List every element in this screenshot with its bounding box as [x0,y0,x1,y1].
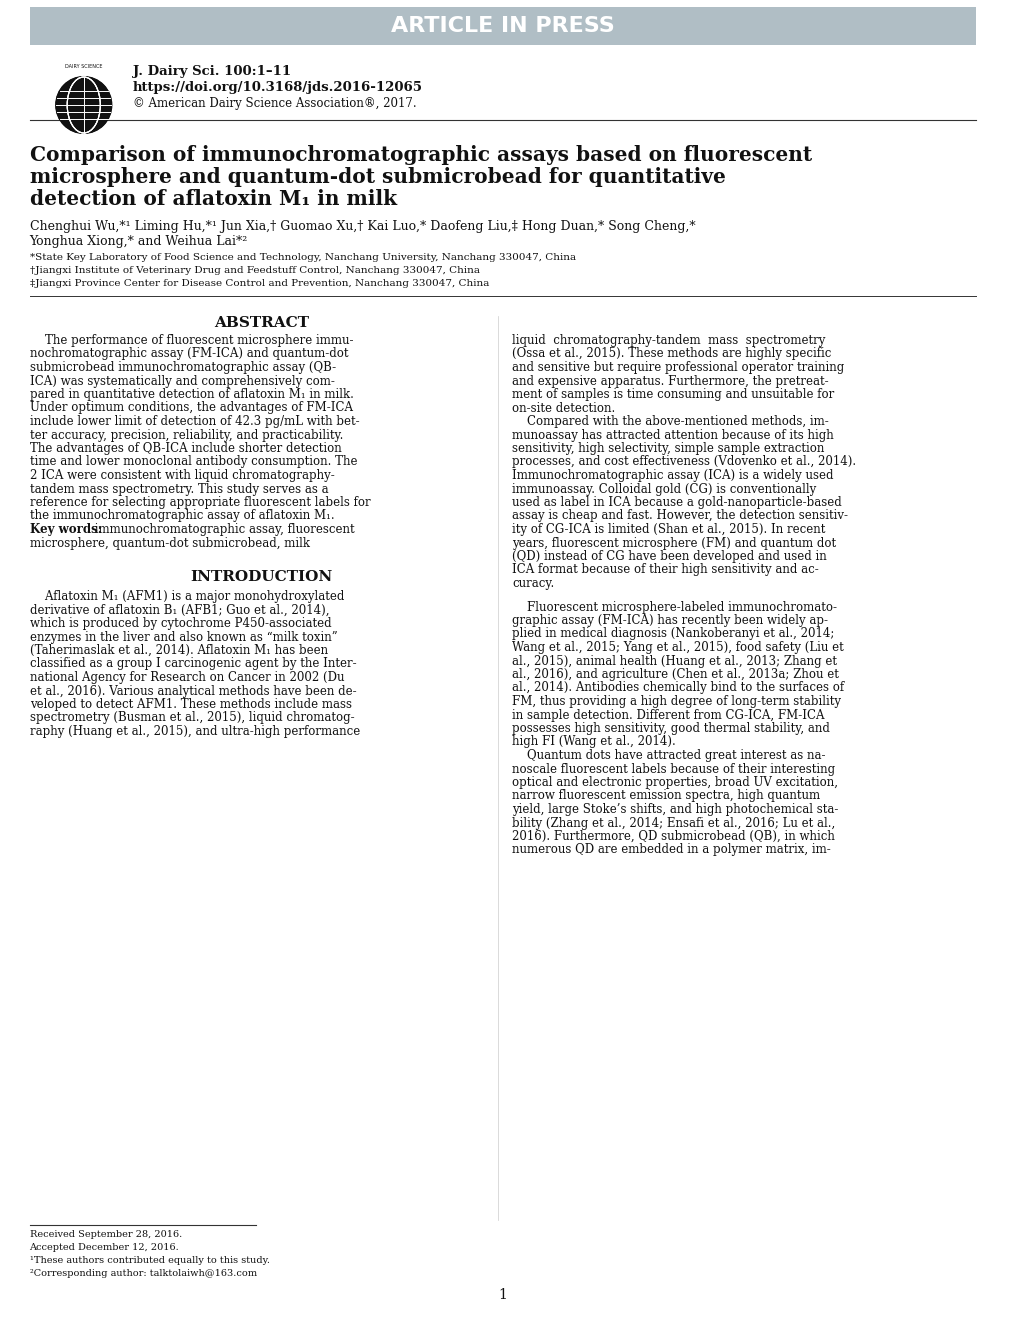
Text: derivative of aflatoxin B₁ (AFB1; Guo et al., 2014),: derivative of aflatoxin B₁ (AFB1; Guo et… [30,603,329,616]
Text: J. Dairy Sci. 100:1–11: J. Dairy Sci. 100:1–11 [132,66,290,78]
Text: optical and electronic properties, broad UV excitation,: optical and electronic properties, broad… [512,776,838,789]
Text: high FI (Wang et al., 2014).: high FI (Wang et al., 2014). [512,735,676,748]
Text: al., 2015), animal health (Huang et al., 2013; Zhang et: al., 2015), animal health (Huang et al.,… [512,655,837,668]
Text: numerous QD are embedded in a polymer matrix, im-: numerous QD are embedded in a polymer ma… [512,843,830,857]
Text: ICA) was systematically and comprehensively com-: ICA) was systematically and comprehensiv… [30,375,334,388]
Text: ARTICLE IN PRESS: ARTICLE IN PRESS [390,16,613,36]
Text: *State Key Laboratory of Food Science and Technology, Nanchang University, Nanch: *State Key Laboratory of Food Science an… [30,253,575,261]
Text: nochromatographic assay (FM-ICA) and quantum-dot: nochromatographic assay (FM-ICA) and qua… [30,347,347,360]
Text: plied in medical diagnosis (Nankoberanyi et al., 2014;: plied in medical diagnosis (Nankoberanyi… [512,627,834,640]
Text: INTRODUCTION: INTRODUCTION [190,570,332,583]
Circle shape [56,77,111,133]
Text: enzymes in the liver and also known as “milk toxin”: enzymes in the liver and also known as “… [30,631,337,644]
Text: submicrobead immunochromatographic assay (QB-: submicrobead immunochromatographic assay… [30,360,335,374]
Text: sensitivity, high selectivity, simple sample extraction: sensitivity, high selectivity, simple sa… [512,442,824,455]
Text: DAIRY SCIENCE: DAIRY SCIENCE [65,63,103,69]
Text: al., 2014). Antibodies chemically bind to the surfaces of: al., 2014). Antibodies chemically bind t… [512,681,844,694]
Text: Wang et al., 2015; Yang et al., 2015), food safety (Liu et: Wang et al., 2015; Yang et al., 2015), f… [512,642,844,653]
Text: classified as a group I carcinogenic agent by the Inter-: classified as a group I carcinogenic age… [30,657,356,671]
Text: yield, large Stoke’s shifts, and high photochemical sta-: yield, large Stoke’s shifts, and high ph… [512,803,838,816]
Bar [30,7,974,45]
Text: Comparison of immunochromatographic assays based on fluorescent: Comparison of immunochromatographic assa… [30,145,811,165]
Text: ICA format because of their high sensitivity and ac-: ICA format because of their high sensiti… [512,564,818,577]
Text: liquid  chromatography-tandem  mass  spectrometry: liquid chromatography-tandem mass spectr… [512,334,825,347]
Text: narrow fluorescent emission spectra, high quantum: narrow fluorescent emission spectra, hig… [512,789,819,803]
Text: immunoassay. Colloidal gold (CG) is conventionally: immunoassay. Colloidal gold (CG) is conv… [512,483,816,495]
Text: years, fluorescent microsphere (FM) and quantum dot: years, fluorescent microsphere (FM) and … [512,536,836,549]
Text: Chenghui Wu,*¹ Liming Hu,*¹ Jun Xia,† Guomao Xu,† Kai Luo,* Daofeng Liu,‡ Hong D: Chenghui Wu,*¹ Liming Hu,*¹ Jun Xia,† Gu… [30,220,695,234]
Text: 2016). Furthermore, QD submicrobead (QB), in which: 2016). Furthermore, QD submicrobead (QB)… [512,830,835,843]
Text: microsphere, quantum-dot submicrobead, milk: microsphere, quantum-dot submicrobead, m… [30,536,309,549]
Text: reference for selecting appropriate fluorescent labels for: reference for selecting appropriate fluo… [30,496,370,510]
Text: and sensitive but require professional operator training: and sensitive but require professional o… [512,360,844,374]
Text: Aflatoxin M₁ (AFM1) is a major monohydroxylated: Aflatoxin M₁ (AFM1) is a major monohydro… [30,590,343,603]
Text: ²Corresponding author: talktolaiwh@163.com: ²Corresponding author: talktolaiwh@163.c… [30,1269,257,1278]
Text: Yonghua Xiong,* and Weihua Lai*²: Yonghua Xiong,* and Weihua Lai*² [30,235,248,248]
Text: The performance of fluorescent microsphere immu-: The performance of fluorescent microsphe… [30,334,353,347]
Text: The advantages of QB-ICA include shorter detection: The advantages of QB-ICA include shorter… [30,442,341,455]
Text: Compared with the above-mentioned methods, im-: Compared with the above-mentioned method… [512,414,828,428]
Text: immunochromatographic assay, fluorescent: immunochromatographic assay, fluorescent [91,523,354,536]
Text: bility (Zhang et al., 2014; Ensafi et al., 2016; Lu et al.,: bility (Zhang et al., 2014; Ensafi et al… [512,817,835,829]
Text: © American Dairy Science Association®, 2017.: © American Dairy Science Association®, 2… [132,96,416,110]
Text: veloped to detect AFM1. These methods include mass: veloped to detect AFM1. These methods in… [30,698,352,711]
Text: ABSTRACT: ABSTRACT [213,315,309,330]
Text: 2 ICA were consistent with liquid chromatography-: 2 ICA were consistent with liquid chroma… [30,469,334,482]
Text: include lower limit of detection of 42.3 pg/mL with bet-: include lower limit of detection of 42.3… [30,414,359,428]
Text: graphic assay (FM-ICA) has recently been widely ap-: graphic assay (FM-ICA) has recently been… [512,614,827,627]
Text: (Taherimaslak et al., 2014). Aflatoxin M₁ has been: (Taherimaslak et al., 2014). Aflatoxin M… [30,644,327,657]
Text: spectrometry (Busman et al., 2015), liquid chromatog-: spectrometry (Busman et al., 2015), liqu… [30,711,354,725]
Text: ‡Jiangxi Province Center for Disease Control and Prevention, Nanchang 330047, Ch: ‡Jiangxi Province Center for Disease Con… [30,279,488,288]
Text: Under optimum conditions, the advantages of FM-ICA: Under optimum conditions, the advantages… [30,401,353,414]
Text: et al., 2016). Various analytical methods have been de-: et al., 2016). Various analytical method… [30,685,356,697]
Text: †Jiangxi Institute of Veterinary Drug and Feedstuff Control, Nanchang 330047, Ch: †Jiangxi Institute of Veterinary Drug an… [30,267,479,275]
Text: FM, thus providing a high degree of long-term stability: FM, thus providing a high degree of long… [512,696,841,708]
Text: 1: 1 [497,1288,506,1302]
Text: ¹These authors contributed equally to this study.: ¹These authors contributed equally to th… [30,1257,269,1265]
Text: raphy (Huang et al., 2015), and ultra-high performance: raphy (Huang et al., 2015), and ultra-hi… [30,725,360,738]
Text: (Ossa et al., 2015). These methods are highly specific: (Ossa et al., 2015). These methods are h… [512,347,830,360]
Text: processes, and cost effectiveness (Vdovenko et al., 2014).: processes, and cost effectiveness (Vdove… [512,455,856,469]
Text: on-site detection.: on-site detection. [512,401,615,414]
Text: and expensive apparatus. Furthermore, the pretreat-: and expensive apparatus. Furthermore, th… [512,375,828,388]
Text: Quantum dots have attracted great interest as na-: Quantum dots have attracted great intere… [512,748,825,762]
Text: tandem mass spectrometry. This study serves as a: tandem mass spectrometry. This study ser… [30,483,328,495]
Text: pared in quantitative detection of aflatoxin M₁ in milk.: pared in quantitative detection of aflat… [30,388,354,401]
Text: curacy.: curacy. [512,577,554,590]
Text: assay is cheap and fast. However, the detection sensitiv-: assay is cheap and fast. However, the de… [512,510,848,523]
Text: detection of aflatoxin M₁ in milk: detection of aflatoxin M₁ in milk [30,189,396,209]
Text: Received September 28, 2016.: Received September 28, 2016. [30,1230,181,1239]
Text: in sample detection. Different from CG-ICA, FM-ICA: in sample detection. Different from CG-I… [512,709,824,722]
Text: Fluorescent microsphere-labeled immunochromato-: Fluorescent microsphere-labeled immunoch… [512,601,837,614]
Text: national Agency for Research on Cancer in 2002 (Du: national Agency for Research on Cancer i… [30,671,343,684]
Text: ity of CG-ICA is limited (Shan et al., 2015). In recent: ity of CG-ICA is limited (Shan et al., 2… [512,523,825,536]
Text: possesses high sensitivity, good thermal stability, and: possesses high sensitivity, good thermal… [512,722,829,735]
Text: Key words:: Key words: [30,523,102,536]
Text: (QD) instead of CG have been developed and used in: (QD) instead of CG have been developed a… [512,550,826,564]
Text: used as label in ICA because a gold-nanoparticle-based: used as label in ICA because a gold-nano… [512,496,842,510]
Text: munoassay has attracted attention because of its high: munoassay has attracted attention becaus… [512,429,834,441]
Text: al., 2016), and agriculture (Chen et al., 2013a; Zhou et: al., 2016), and agriculture (Chen et al.… [512,668,839,681]
Text: time and lower monoclonal antibody consumption. The: time and lower monoclonal antibody consu… [30,455,357,469]
Text: ter accuracy, precision, reliability, and practicability.: ter accuracy, precision, reliability, an… [30,429,342,441]
Text: which is produced by cytochrome P450-associated: which is produced by cytochrome P450-ass… [30,616,331,630]
Text: https://doi.org/10.3168/jds.2016-12065: https://doi.org/10.3168/jds.2016-12065 [132,82,423,95]
Text: the immunochromatographic assay of aflatoxin M₁.: the immunochromatographic assay of aflat… [30,510,334,523]
Text: microsphere and quantum-dot submicrobead for quantitative: microsphere and quantum-dot submicrobead… [30,168,725,187]
Text: noscale fluorescent labels because of their interesting: noscale fluorescent labels because of th… [512,763,835,776]
Text: Immunochromatographic assay (ICA) is a widely used: Immunochromatographic assay (ICA) is a w… [512,469,834,482]
Text: Accepted December 12, 2016.: Accepted December 12, 2016. [30,1243,179,1251]
Text: ment of samples is time consuming and unsuitable for: ment of samples is time consuming and un… [512,388,834,401]
